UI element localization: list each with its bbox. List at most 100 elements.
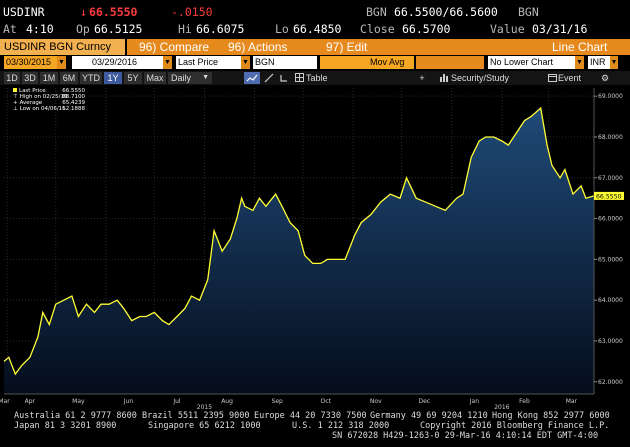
footer-germany: Germany 49 69 9204 1210 bbox=[370, 411, 488, 421]
plus-icon[interactable]: + bbox=[419, 73, 425, 83]
footer-brazil: Brazil 5511 2395 9000 bbox=[142, 411, 250, 421]
last-price: 66.5550 bbox=[89, 5, 138, 19]
frequency-value: Daily bbox=[171, 73, 192, 83]
lower-chart-value: No Lower Chart bbox=[490, 57, 554, 67]
line-chart-tool-icon[interactable] bbox=[244, 72, 260, 84]
chevron-down-icon[interactable]: ▼ bbox=[575, 56, 584, 69]
table-button[interactable]: Table bbox=[306, 73, 328, 83]
high-value: 66.6075 bbox=[196, 22, 245, 36]
gear-icon[interactable]: ⚙ bbox=[600, 73, 610, 83]
net-change: -.0150 bbox=[171, 5, 213, 19]
period-1m[interactable]: 1M bbox=[40, 72, 58, 84]
bid-source: BGN bbox=[366, 5, 387, 19]
time-value: 4:10 bbox=[26, 22, 54, 36]
currency-select[interactable]: INR ▼ bbox=[588, 56, 618, 69]
x-tick-label: May bbox=[72, 398, 85, 405]
y-axis: 62.0000 63.0000 64.0000 65.0000 66.0000 67.00… bbox=[593, 88, 623, 394]
controls-row: 03/30/2015 ▼ 03/29/2016 ▼ Last Price ▼ B… bbox=[0, 56, 630, 70]
close-label: Close bbox=[360, 22, 395, 36]
x-tick-label: Jul bbox=[172, 398, 181, 405]
x-tick-label: Mar bbox=[566, 398, 578, 405]
event-button[interactable]: Event bbox=[558, 73, 582, 83]
chevron-down-icon[interactable]: ▼ bbox=[163, 56, 172, 69]
period-bar: 1D 3D 1M 6M YTD 1Y 5Y Max Daily ▼ Table … bbox=[0, 71, 630, 85]
period-1y[interactable]: 1Y bbox=[104, 72, 122, 84]
end-date-field[interactable]: 03/29/2016 ▼ bbox=[72, 56, 172, 69]
source-field[interactable]: BGN bbox=[253, 56, 317, 69]
source-value: BGN bbox=[255, 57, 275, 67]
lower-chart-select[interactable]: No Lower Chart ▼ bbox=[488, 56, 584, 69]
close-value: 66.5700 bbox=[402, 22, 451, 36]
chevron-down-icon[interactable]: ▼ bbox=[241, 56, 250, 69]
x-tick-label: Jun bbox=[123, 398, 134, 405]
security-study-button[interactable]: Security/Study bbox=[451, 73, 510, 83]
legend-low: ⊥ Low on 04/06/15 62.1888 bbox=[13, 106, 85, 112]
period-1d[interactable]: 1D bbox=[4, 72, 20, 84]
high-marker-icon: ⊤ bbox=[13, 94, 18, 100]
y-tick-label: 69.0000 bbox=[598, 93, 623, 100]
period-ytd[interactable]: YTD bbox=[80, 72, 102, 84]
legend-last-price-value: 66.5550 bbox=[62, 88, 85, 94]
field-value: Last Price bbox=[178, 57, 219, 67]
start-date-field[interactable]: 03/30/2015 ▼ bbox=[4, 56, 66, 69]
currency-value: INR bbox=[590, 57, 606, 67]
study-value: Mov Avg bbox=[370, 57, 405, 67]
price-chart[interactable]: 62.0000 63.0000 64.0000 65.0000 66.0000 67.00… bbox=[0, 86, 630, 410]
footer-australia: Australia 61 2 9777 8600 bbox=[14, 411, 137, 421]
open-value: 66.5125 bbox=[94, 22, 143, 36]
footer-europe: Europe 44 20 7330 7500 bbox=[254, 411, 367, 421]
period-max[interactable]: Max bbox=[144, 72, 166, 84]
footer-japan: Japan 81 3 3201 8900 bbox=[14, 421, 117, 431]
x-tick-label: Dec bbox=[418, 398, 430, 405]
footer-us: U.S. 1 212 318 2000 bbox=[292, 421, 390, 431]
edit-button[interactable]: 97) Edit bbox=[326, 40, 368, 54]
legend-average-value: 65.4239 bbox=[62, 100, 85, 106]
function-bar: USDINR BGN Curncy 96) Compare 96) Action… bbox=[0, 39, 630, 55]
period-5y[interactable]: 5Y bbox=[124, 72, 142, 84]
price-area bbox=[4, 108, 594, 394]
footer-singapore: Singapore 65 6212 1000 bbox=[148, 421, 261, 431]
x-tick-label: Mar bbox=[0, 398, 10, 405]
field-select[interactable]: Last Price ▼ bbox=[176, 56, 250, 69]
x-tick-label: Aug bbox=[221, 398, 233, 405]
average-marker-icon: + bbox=[13, 100, 18, 106]
chevron-down-icon[interactable]: ▼ bbox=[57, 56, 66, 69]
quote-header-row-1: USDINR ↓ 66.5550 -.0150 BGN 66.5500/66.5… bbox=[0, 4, 630, 20]
y-tick-label: 67.0000 bbox=[598, 175, 623, 182]
y-tick-label: 68.0000 bbox=[598, 134, 623, 141]
compare-button[interactable]: 96) Compare bbox=[139, 40, 210, 54]
security-name[interactable]: USDINR BGN Curncy bbox=[0, 39, 125, 55]
period-3d[interactable]: 3D bbox=[22, 72, 38, 84]
low-label: Lo bbox=[275, 22, 289, 36]
x-tick-label: Nov bbox=[370, 398, 382, 405]
y-tick-label: 64.0000 bbox=[598, 297, 623, 304]
draw-tool-icon[interactable] bbox=[262, 72, 276, 84]
legend-low-label: Low on 04/06/15 bbox=[19, 106, 66, 112]
x-tick-label: Oct bbox=[320, 398, 331, 405]
study-options[interactable] bbox=[416, 56, 484, 69]
legend-high-value: 68.7100 bbox=[62, 94, 85, 100]
legend-average-label: Average bbox=[19, 100, 43, 106]
legend-last-price-label: Last Price bbox=[19, 88, 46, 94]
last-price-tag-group: 66.5550 bbox=[594, 191, 624, 200]
x-tick-label: Jan bbox=[469, 398, 479, 405]
start-date-value: 03/30/2015 bbox=[6, 57, 52, 67]
legend-last-price: Last Price 66.5550 bbox=[13, 88, 85, 94]
bid-ask: 66.5500/66.5600 bbox=[394, 5, 498, 19]
chevron-down-icon[interactable]: ▼ bbox=[610, 56, 618, 69]
table-icon[interactable] bbox=[292, 72, 306, 84]
x-year-label: 2015 bbox=[197, 404, 212, 410]
event-icon[interactable] bbox=[545, 72, 559, 84]
security-study-icon[interactable] bbox=[436, 72, 450, 84]
high-label: Hi bbox=[178, 22, 192, 36]
period-6m[interactable]: 6M bbox=[60, 72, 78, 84]
low-value: 66.4850 bbox=[293, 22, 342, 36]
zoom-icon[interactable] bbox=[278, 72, 290, 84]
actions-button[interactable]: 96) Actions bbox=[228, 40, 288, 54]
frequency-select[interactable]: Daily ▼ bbox=[168, 72, 212, 84]
ask-source: BGN bbox=[518, 5, 539, 19]
study-select[interactable]: Mov Avg bbox=[320, 56, 414, 69]
ticker: USDINR bbox=[3, 5, 45, 19]
legend-average: + Average 65.4239 bbox=[13, 100, 85, 106]
value-label: Value bbox=[490, 22, 525, 36]
